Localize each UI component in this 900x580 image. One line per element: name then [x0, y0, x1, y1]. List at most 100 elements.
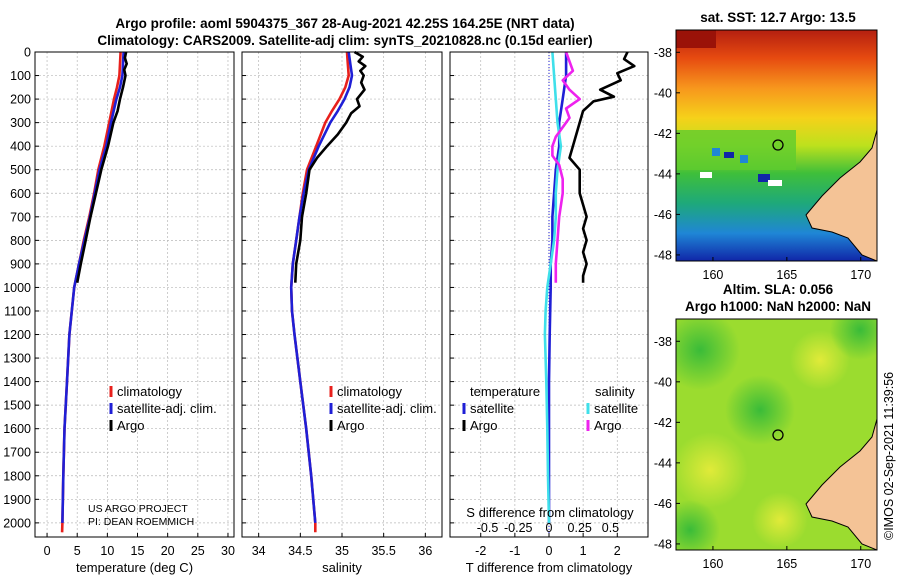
sla-map-frame [675, 318, 878, 551]
y-tick-label: 1400 [3, 375, 31, 389]
figure-title-line1: Argo profile: aoml 5904375_367 28-Aug-20… [115, 16, 574, 31]
y-tick-label: 300 [10, 116, 31, 130]
x-tick-label: 35.5 [371, 544, 395, 558]
y-tick-label: 1700 [3, 446, 31, 460]
map-y-tick-label: -42 [654, 127, 672, 141]
sla-high-eddy [676, 432, 748, 508]
salinity-panel: 34 34.5 35 35.5 36 salinity [241, 50, 443, 575]
legend-s-satellite: satellite [594, 401, 638, 416]
y-tick-label: 1300 [3, 352, 31, 366]
sst-cold-pixel [758, 174, 770, 182]
y-tick-label: 600 [10, 187, 31, 201]
figure-title-line2: Climatology: CARS2009. Satellite-adj cli… [97, 33, 592, 48]
x-tick-label: 15 [131, 544, 145, 558]
map-y-tick-label: -46 [654, 497, 672, 511]
temperature-panel: 0 5 10 15 20 25 30 temperature (deg C) 0 100 200 30… [3, 46, 235, 576]
legend-climatology: climatology [117, 384, 183, 399]
legend-argo: Argo [117, 418, 144, 433]
sla-high-eddy [752, 492, 808, 548]
map-x-tick-label: 160 [703, 268, 724, 282]
y-tick-label: 1900 [3, 493, 31, 507]
sla-low-eddy [830, 319, 877, 360]
s-tick-label: 0.25 [568, 521, 592, 535]
x-tick-label: 20 [161, 544, 175, 558]
series-line-s-argo [551, 51, 582, 283]
credit-pi: PI: DEAN ROEMMICH [88, 516, 194, 528]
legend-satellite: satellite-adj. clim. [337, 401, 437, 416]
sst-map-frame [675, 29, 878, 262]
y-tick-label: 800 [10, 234, 31, 248]
y-tick-label: 1000 [3, 281, 31, 295]
y-tick-label: 900 [10, 257, 31, 271]
sla-map-title-line2: Argo h1000: NaN h2000: NaN [685, 299, 871, 314]
map-x-tick-label: 165 [776, 557, 797, 571]
x-tick-label: 2 [614, 544, 621, 558]
legend-temperature-title: temperature [470, 384, 540, 399]
legend-s-argo: Argo [594, 418, 621, 433]
s-difference-label: S difference from climatology [466, 505, 634, 520]
map-x-tick-label: 170 [850, 268, 871, 282]
y-tick-label: 200 [10, 93, 31, 107]
legend-satellite: satellite-adj. clim. [117, 401, 217, 416]
sst-land-new-zealand [805, 129, 877, 261]
y-tick-label: 1500 [3, 399, 31, 413]
map-y-tick-label: -44 [654, 456, 672, 470]
legend-t-argo: Argo [470, 418, 497, 433]
x-tick-label: 1 [580, 544, 587, 558]
map-y-tick-label: -44 [654, 167, 672, 181]
sla-low-eddy [725, 375, 795, 445]
series-line-t-satellite [547, 52, 568, 523]
x-tick-label: 10 [100, 544, 114, 558]
imos-watermark: ©IMOS 02-Sep-2021 11:39:56 [882, 372, 896, 540]
sst-map-title: sat. SST: 12.7 Argo: 13.5 [700, 10, 856, 25]
y-tick-label: 500 [10, 163, 31, 177]
map-y-tick-label: -40 [654, 375, 672, 389]
map-y-tick-label: -38 [654, 46, 672, 60]
legend-t-satellite: satellite [470, 401, 514, 416]
s-tick-label: 0 [546, 521, 553, 535]
sst-cold-pixel [724, 152, 734, 158]
x-tick-label: -2 [475, 544, 486, 558]
series-line-argo [75, 51, 128, 283]
sst-cloud-pixel [768, 180, 782, 186]
map-x-tick-label: 165 [776, 268, 797, 282]
x-axis-label: temperature (deg C) [76, 560, 193, 575]
x-tick-label: -1 [509, 544, 520, 558]
x-tick-label: 0 [546, 544, 553, 558]
temperature-legend: climatology satellite-adj. clim. Argo [109, 384, 217, 433]
series-line-climatology [289, 51, 351, 533]
s-tick-label: -0.25 [504, 521, 533, 535]
x-tick-label: 0 [44, 544, 51, 558]
difference-panel: -2 -1 0 1 2 T difference from climatology -0.5… [449, 51, 649, 575]
sla-map-title-line1: Altim. SLA: 0.056 [723, 282, 834, 297]
sla-map [676, 319, 877, 550]
salinity-legend: climatology satellite-adj. clim. Argo [329, 384, 437, 433]
sst-cloud-pixel [700, 172, 712, 178]
sla-land-new-zealand [805, 418, 877, 550]
x-axis-label: T difference from climatology [466, 560, 633, 575]
sst-argo-position-marker [772, 139, 784, 151]
series-line-satellite-adj-clim- [289, 51, 354, 524]
y-tick-label: 700 [10, 210, 31, 224]
sla-map-axes: 160 165 170 -38 -40 -42 -44 -46 -48 [654, 335, 871, 571]
map-y-tick-label: -48 [654, 537, 672, 551]
map-x-tick-label: 170 [850, 557, 871, 571]
sst-cold-pixel [712, 148, 720, 156]
legend-argo: Argo [337, 418, 364, 433]
y-tick-label: 400 [10, 140, 31, 154]
y-tick-label: 1200 [3, 328, 31, 342]
x-tick-label: 30 [221, 544, 235, 558]
sst-map-axes: 160 165 170 -38 -40 -42 -44 -46 -48 [654, 46, 871, 282]
s-tick-label: 0.5 [602, 521, 619, 535]
x-tick-label: 34 [252, 544, 266, 558]
x-tick-label: 5 [74, 544, 81, 558]
sla-low-eddy [676, 500, 720, 550]
sla-argo-position-marker [772, 429, 784, 441]
map-y-tick-label: -46 [654, 208, 672, 222]
map-y-tick-label: -48 [654, 248, 672, 262]
sst-map [676, 30, 877, 261]
y-tick-label: 1800 [3, 469, 31, 483]
map-x-tick-label: 160 [703, 557, 724, 571]
map-y-tick-label: -42 [654, 416, 672, 430]
